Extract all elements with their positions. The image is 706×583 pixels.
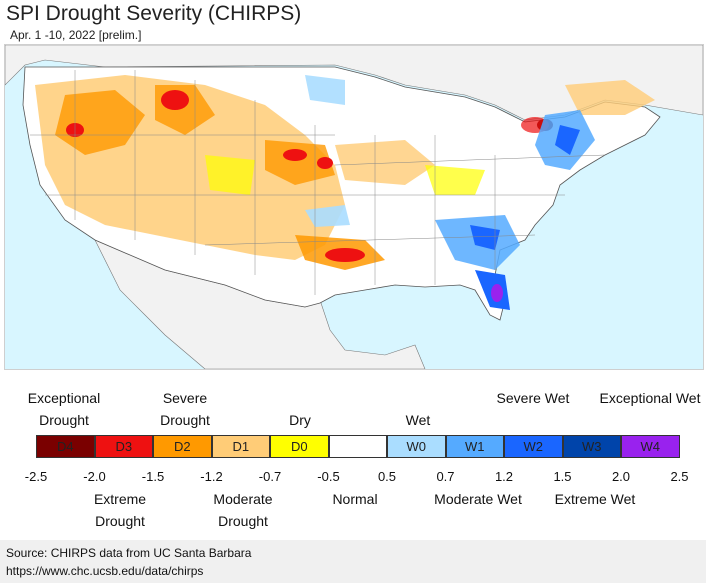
legend-swatch-w0: W0 [387,435,446,458]
legend-swatch-d2: D2 [153,435,212,458]
legend-label-extreme-drought: Extreme Drought [93,491,147,529]
legend-tick-label: 2.0 [611,469,631,484]
legend-label-wet: Wet [405,412,431,428]
legend-swatch-normal [328,435,387,458]
legend-swatch-d0: D0 [270,435,329,458]
legend-swatch-d3: D3 [94,435,153,458]
source-text: Source: CHIRPS data from UC Santa Barbar… [6,546,252,560]
legend-tick-label: -0.5 [317,469,340,484]
legend-tick-label: -2.0 [83,469,106,484]
source-url[interactable]: https://www.chc.ucsb.edu/data/chirps [6,564,204,578]
legend-label-severe-drought: Severe Drought [160,390,210,428]
legend-label-moderate-drought: Moderate Drought [213,491,273,529]
legend-tick-label: 1.2 [494,469,514,484]
legend-tick-label: -0.7 [258,469,282,484]
map-title: SPI Drought Severity (CHIRPS) [6,2,302,25]
legend-tick-label: -1.2 [200,469,223,484]
legend-tick-label: -2.5 [24,469,48,484]
legend-tick-label: -1.5 [141,469,165,484]
drought-map [4,44,704,370]
legend-tick-label: 0.7 [436,469,455,484]
legend-swatch-w4: W4 [621,435,680,458]
legend-label-severe-wet: Severe Wet [496,390,570,406]
legend-tick-label: 2.5 [670,469,689,484]
legend-swatch-w3: W3 [562,435,621,458]
legend-swatch-w1: W1 [445,435,504,458]
legend-swatch-w2: W2 [504,435,563,458]
legend-label-moderate-wet: Moderate Wet [434,491,522,507]
legend-label-normal: Normal [332,491,378,507]
legend-tick-label: 1.5 [553,469,572,484]
footer: Source: CHIRPS data from UC Santa Barbar… [0,540,706,583]
legend-label-exceptional-drought: Exceptional Drought [27,390,101,428]
legend-label-extreme-wet: Extreme Wet [554,491,636,507]
legend-tick-label: 0.5 [377,469,397,484]
legend-label-exceptional-wet: Exceptional Wet [599,390,701,406]
legend-swatch-d1: D1 [211,435,270,458]
conus-spi-map [4,44,704,370]
legend-swatch-d4: D4 [36,435,95,458]
legend-label-dry: Dry [289,412,311,428]
map-subtitle: Apr. 1 -10, 2022 [prelim.] [10,28,142,42]
legend: Exceptional Drought Severe Drought Dry W… [0,376,706,536]
